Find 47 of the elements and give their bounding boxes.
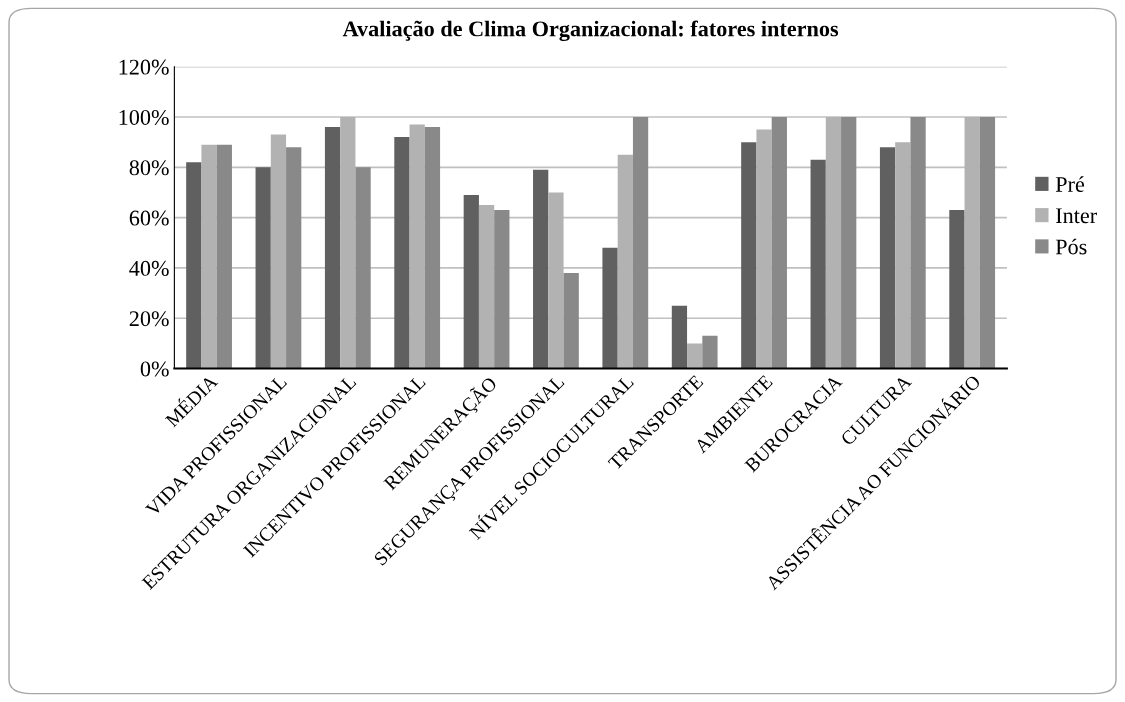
- bar: [895, 142, 911, 369]
- y-tick-label: 20%: [129, 311, 169, 327]
- bar: [602, 247, 618, 369]
- bar: [810, 159, 826, 369]
- bar: [394, 137, 410, 369]
- bar: [533, 169, 549, 369]
- bar: [216, 144, 232, 369]
- bar: [286, 147, 302, 369]
- bar: [841, 117, 857, 369]
- bar: [255, 167, 271, 369]
- y-tick-label: 80%: [129, 160, 169, 176]
- y-tick-label: 120%: [119, 59, 169, 75]
- y-tick-label: 40%: [129, 260, 169, 276]
- bar: [563, 272, 579, 369]
- legend-label: Inter: [1056, 208, 1097, 224]
- bar: [741, 142, 757, 369]
- bar: [340, 117, 356, 369]
- bar: [324, 127, 341, 369]
- legend-label: Pré: [1055, 176, 1085, 192]
- bar: [949, 210, 965, 369]
- bar: [494, 210, 510, 369]
- bar: [424, 127, 441, 369]
- bar: [671, 305, 688, 369]
- y-tick-label: 60%: [129, 210, 169, 226]
- bar: [879, 147, 896, 369]
- bar: [756, 129, 772, 369]
- bar: [355, 167, 371, 369]
- bar: [964, 117, 980, 369]
- bar: [548, 192, 564, 369]
- bar: [825, 117, 842, 369]
- bar: [771, 117, 787, 369]
- y-tick-label: 0%: [140, 361, 169, 377]
- chart-title: Avaliação de Clima Organizacional: fatores internos: [342, 20, 839, 42]
- bar: [463, 194, 479, 369]
- legend-label: Pós: [1055, 238, 1087, 255]
- bar: [687, 343, 703, 369]
- bar: [270, 134, 287, 369]
- bar: [632, 117, 649, 369]
- y-tick-label: 100%: [119, 109, 169, 125]
- bar: [186, 162, 202, 369]
- bar: [617, 154, 633, 369]
- bar: [201, 144, 217, 369]
- bar: [702, 335, 718, 369]
- bar: [910, 117, 926, 369]
- bar: [409, 124, 425, 369]
- bar: [979, 117, 996, 369]
- bar: [478, 205, 495, 369]
